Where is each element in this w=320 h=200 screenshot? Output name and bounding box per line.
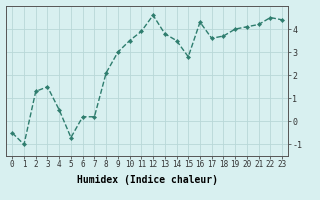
X-axis label: Humidex (Indice chaleur): Humidex (Indice chaleur) — [77, 175, 218, 185]
